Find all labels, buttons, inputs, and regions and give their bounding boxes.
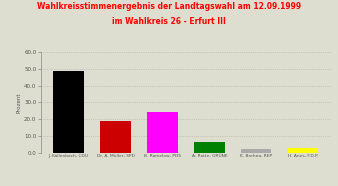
Bar — [288, 148, 318, 153]
Text: Wahlkreisstimmenergebnis der Landtagswahl am 12.09.1999: Wahlkreisstimmenergebnis der Landtagswah… — [37, 2, 301, 11]
Bar — [241, 149, 271, 153]
Bar — [147, 111, 178, 153]
Bar — [100, 121, 131, 153]
Text: im Wahlkreis 26 - Erfurt III: im Wahlkreis 26 - Erfurt III — [112, 17, 226, 26]
Bar — [194, 142, 224, 153]
Y-axis label: Prozent: Prozent — [16, 92, 21, 113]
Bar — [53, 71, 84, 153]
